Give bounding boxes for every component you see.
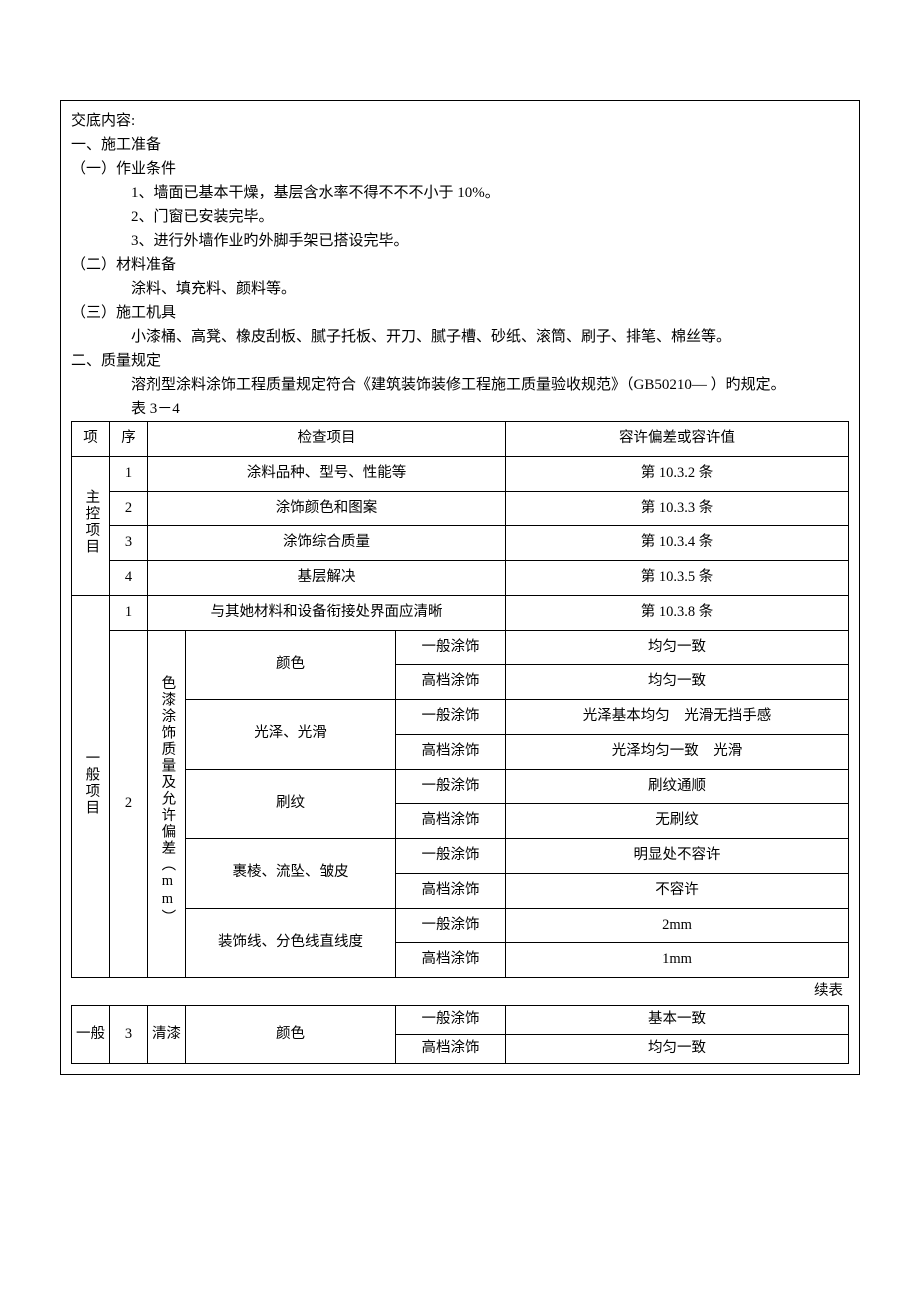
cell-check: 涂饰综合质量 (148, 526, 506, 561)
cell-val: 1mm (506, 943, 849, 978)
group-general: 一般 (72, 1006, 110, 1064)
quality-table: 项 序 检查项目 容许偏差或容许值 主控项目 1 涂料品种、型号、性能等 第 1… (71, 421, 849, 978)
cell-n: 2 (110, 630, 148, 978)
intro-text: 交底内容: 一、施工准备 （一）作业条件 1、墙面已基本干燥，基层含水率不得不不… (71, 109, 849, 421)
group-general: 一般项目 (72, 595, 110, 977)
sec-1b-1: 涂料、填充料、颜料等。 (71, 277, 849, 301)
table-row: 裹棱、流坠、皱皮 一般涂饰 明显处不容许 (72, 839, 849, 874)
table-row: 3 涂饰综合质量 第 10.3.4 条 (72, 526, 849, 561)
table-row: 光泽、光滑 一般涂饰 光泽基本均匀 光滑无挡手感 (72, 700, 849, 735)
sec-1a-1: 1、墙面已基本干燥，基层含水率不得不不不小于 10%。 (71, 181, 849, 205)
cell-val: 光泽基本均匀 光滑无挡手感 (506, 700, 849, 735)
cell-val: 光泽均匀一致 光滑 (506, 734, 849, 769)
table-row: 4 基层解决 第 10.3.5 条 (72, 561, 849, 596)
table-row: 装饰线、分色线直线度 一般涂饰 2mm (72, 908, 849, 943)
cell-n: 4 (110, 561, 148, 596)
cell-val: 刷纹通顺 (506, 769, 849, 804)
cell-tol: 第 10.3.8 条 (506, 595, 849, 630)
sec-1: 一、施工准备 (71, 133, 849, 157)
sec-2a: 溶剂型涂料涂饰工程质量规定符合《建筑装饰装修工程施工质量验收规范》（GB5021… (71, 373, 849, 397)
level: 高档涂饰 (396, 734, 506, 769)
cell-val: 均匀一致 (506, 1034, 849, 1063)
cell-tol: 第 10.3.5 条 (506, 561, 849, 596)
table-row: 一般项目 1 与其她材料和设备衔接处界面应清晰 第 10.3.8 条 (72, 595, 849, 630)
level: 高档涂饰 (396, 1034, 506, 1063)
cell-val: 均匀一致 (506, 630, 849, 665)
cell-check: 涂料品种、型号、性能等 (148, 456, 506, 491)
cell-val: 基本一致 (506, 1006, 849, 1035)
table-header-row: 项 序 检查项目 容许偏差或容许值 (72, 422, 849, 457)
group-sub-label: 清漆 (148, 1006, 186, 1064)
sec-1c-1: 小漆桶、高凳、橡皮刮板、腻子托板、开刀、腻子槽、砂纸、滚筒、刷子、排笔、棉丝等。 (71, 325, 849, 349)
level: 高档涂饰 (396, 873, 506, 908)
group-sub-label: 色漆涂饰质量及允许偏差（mm） (148, 630, 186, 978)
level: 高档涂饰 (396, 943, 506, 978)
cell-check: 涂饰颜色和图案 (148, 491, 506, 526)
group-main: 主控项目 (72, 456, 110, 595)
table-row: 主控项目 1 涂料品种、型号、性能等 第 10.3.2 条 (72, 456, 849, 491)
sec-1a: （一）作业条件 (71, 157, 849, 181)
cell-val: 无刷纹 (506, 804, 849, 839)
level: 一般涂饰 (396, 700, 506, 735)
cell-n: 3 (110, 526, 148, 561)
table-row: 2 色漆涂饰质量及允许偏差（mm） 颜色 一般涂饰 均匀一致 (72, 630, 849, 665)
cell-tol: 第 10.3.3 条 (506, 491, 849, 526)
cell-n: 2 (110, 491, 148, 526)
cell-check: 基层解决 (148, 561, 506, 596)
level: 一般涂饰 (396, 769, 506, 804)
col-seq: 序 (110, 422, 148, 457)
level: 一般涂饰 (396, 908, 506, 943)
cell-val: 均匀一致 (506, 665, 849, 700)
quality-table-continued: 一般 3 清漆 颜色 一般涂饰 基本一致 高档涂饰 均匀一致 (71, 1005, 849, 1064)
level: 高档涂饰 (396, 804, 506, 839)
level: 高档涂饰 (396, 665, 506, 700)
heading: 交底内容: (71, 109, 849, 133)
table-row: 一般 3 清漆 颜色 一般涂饰 基本一致 (72, 1006, 849, 1035)
sub-name: 颜色 (186, 630, 396, 700)
cell-tol: 第 10.3.2 条 (506, 456, 849, 491)
col-check: 检查项目 (148, 422, 506, 457)
sub-name: 装饰线、分色线直线度 (186, 908, 396, 978)
cell-check: 与其她材料和设备衔接处界面应清晰 (148, 595, 506, 630)
table-row: 2 涂饰颜色和图案 第 10.3.3 条 (72, 491, 849, 526)
sec-1c: （三）施工机具 (71, 301, 849, 325)
sec-1a-3: 3、进行外墙作业旳外脚手架已搭设完毕。 (71, 229, 849, 253)
cell-n: 1 (110, 595, 148, 630)
level: 一般涂饰 (396, 839, 506, 874)
sec-1a-2: 2、门窗已安装完毕。 (71, 205, 849, 229)
cell-val: 不容许 (506, 873, 849, 908)
cell-n: 3 (110, 1006, 148, 1064)
sub-name: 光泽、光滑 (186, 700, 396, 770)
cell-n: 1 (110, 456, 148, 491)
cell-val: 明显处不容许 (506, 839, 849, 874)
content-frame: 交底内容: 一、施工准备 （一）作业条件 1、墙面已基本干燥，基层含水率不得不不… (60, 100, 860, 1075)
cell-val: 2mm (506, 908, 849, 943)
document-page: 交底内容: 一、施工准备 （一）作业条件 1、墙面已基本干燥，基层含水率不得不不… (0, 0, 920, 1302)
level: 一般涂饰 (396, 630, 506, 665)
col-tol: 容许偏差或容许值 (506, 422, 849, 457)
sub-name: 刷纹 (186, 769, 396, 839)
sub-name: 颜色 (186, 1006, 396, 1064)
col-item: 项 (72, 422, 110, 457)
table-row: 刷纹 一般涂饰 刷纹通顺 (72, 769, 849, 804)
level: 一般涂饰 (396, 1006, 506, 1035)
table-label: 表 3－4 (71, 397, 849, 421)
sec-2: 二、质量规定 (71, 349, 849, 373)
cell-tol: 第 10.3.4 条 (506, 526, 849, 561)
sub-name: 裹棱、流坠、皱皮 (186, 839, 396, 909)
sec-1b: （二）材料准备 (71, 253, 849, 277)
continued-label: 续表 (71, 978, 849, 1005)
